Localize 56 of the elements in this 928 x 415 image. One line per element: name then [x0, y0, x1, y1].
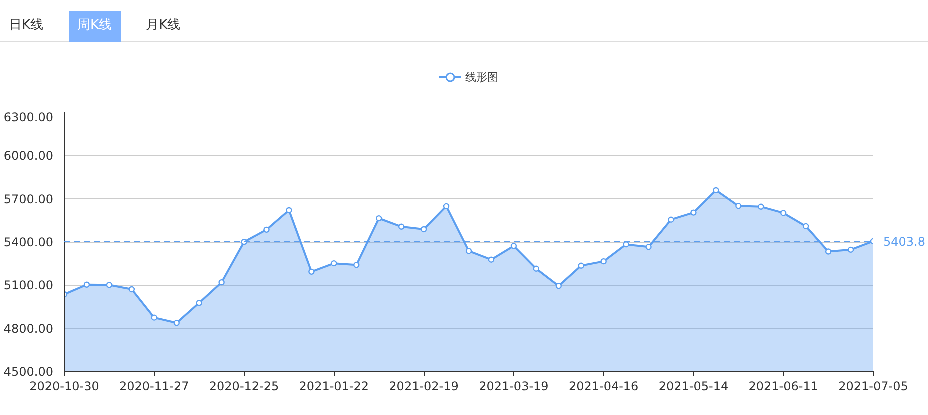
point [802, 223, 810, 230]
y-tick-label: 5700.00 [4, 192, 54, 206]
legend-label: 线形图 [466, 70, 498, 84]
text: 周K线 [68, 11, 122, 42]
text: 日K线 [8, 17, 45, 35]
point [668, 216, 674, 223]
y-tick-label: 4500.00 [4, 365, 54, 379]
x-tick-label: 2021-04-16 [568, 380, 639, 394]
point [331, 260, 338, 267]
point [106, 282, 113, 288]
point [151, 314, 158, 321]
point [623, 241, 630, 248]
x-tick-label: 2020-11-27 [120, 380, 190, 394]
point [758, 204, 764, 210]
point [218, 279, 225, 286]
point [443, 203, 450, 210]
x-tick-label: 2020-12-25 [209, 380, 280, 394]
y-tick-label: 4800.00 [4, 322, 54, 336]
point [354, 262, 360, 268]
point [420, 226, 428, 233]
y-tick-label: 5400.00 [4, 236, 54, 250]
point [196, 300, 202, 306]
point [578, 262, 584, 269]
point [780, 210, 787, 216]
x-tick-label: 2021-02-19 [389, 380, 459, 394]
y-tick-label: 6300.00 [4, 110, 54, 124]
x-tick-label: 2021-05-14 [658, 380, 729, 394]
point [174, 320, 180, 326]
point [825, 248, 832, 255]
point [84, 282, 90, 288]
y-tick-label: 5100.00 [4, 278, 54, 293]
x-tick-label: 2021-03-19 [479, 380, 549, 394]
point [376, 215, 382, 222]
point [308, 268, 315, 276]
ref-line-label: 5403.8 [884, 234, 926, 249]
x-tick-label: 2021-06-11 [748, 380, 818, 394]
point [736, 203, 742, 210]
point [713, 187, 720, 194]
x-tick-label: 2020-10-30 [30, 380, 100, 394]
point [466, 248, 472, 254]
point [510, 243, 518, 250]
point [556, 283, 562, 290]
x-tick-label: 2021-01-22 [299, 380, 370, 394]
point [646, 244, 652, 250]
text: 月K线 [145, 17, 182, 35]
point [600, 258, 607, 265]
point [690, 210, 697, 216]
point [398, 224, 405, 230]
point [533, 266, 540, 272]
y-tick-label: 6000.00 [4, 149, 54, 164]
point [128, 286, 136, 293]
point [264, 226, 270, 234]
x-tick-label: 2021-07-05 [838, 380, 908, 394]
point [286, 207, 292, 214]
point [848, 246, 854, 254]
point [488, 256, 495, 263]
